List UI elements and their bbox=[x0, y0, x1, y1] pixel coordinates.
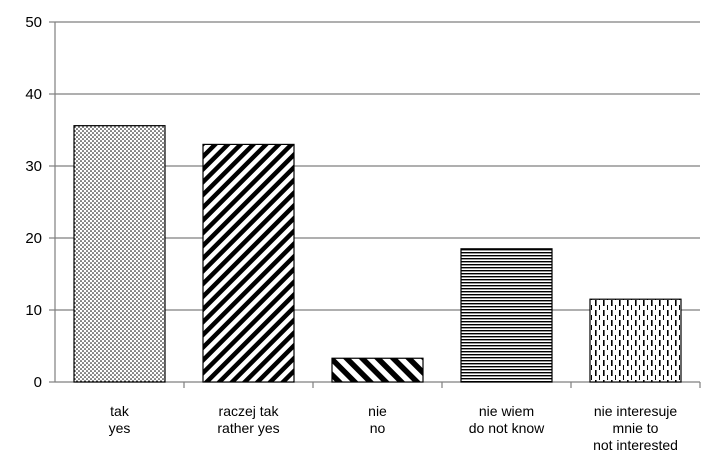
bar bbox=[589, 298, 682, 383]
bar bbox=[73, 125, 166, 383]
y-tick-label: 50 bbox=[25, 14, 42, 31]
x-tick-label: yes bbox=[109, 420, 131, 436]
bar bbox=[460, 248, 553, 383]
y-tick-label: 10 bbox=[25, 302, 42, 319]
x-tick-label: do not know bbox=[469, 420, 545, 436]
y-tick-label: 20 bbox=[25, 230, 42, 247]
x-tick-label: raczej tak bbox=[219, 403, 280, 419]
x-tick-label: nie interesuje bbox=[594, 403, 677, 419]
bars bbox=[73, 125, 682, 383]
x-tick-label: rather yes bbox=[217, 420, 279, 436]
x-tick-label: tak bbox=[110, 403, 130, 419]
x-tick-label: nie bbox=[368, 403, 387, 419]
bar bbox=[202, 143, 295, 383]
x-tick-label: nie wiem bbox=[479, 403, 534, 419]
x-tick-label: mnie to bbox=[613, 420, 659, 436]
y-tick-label: 30 bbox=[25, 158, 42, 175]
bar bbox=[331, 357, 424, 383]
x-tick-label: not interested bbox=[593, 437, 678, 453]
y-tick-label: 0 bbox=[34, 374, 42, 391]
y-tick-label: 40 bbox=[25, 86, 42, 103]
x-tick-label: no bbox=[370, 420, 386, 436]
